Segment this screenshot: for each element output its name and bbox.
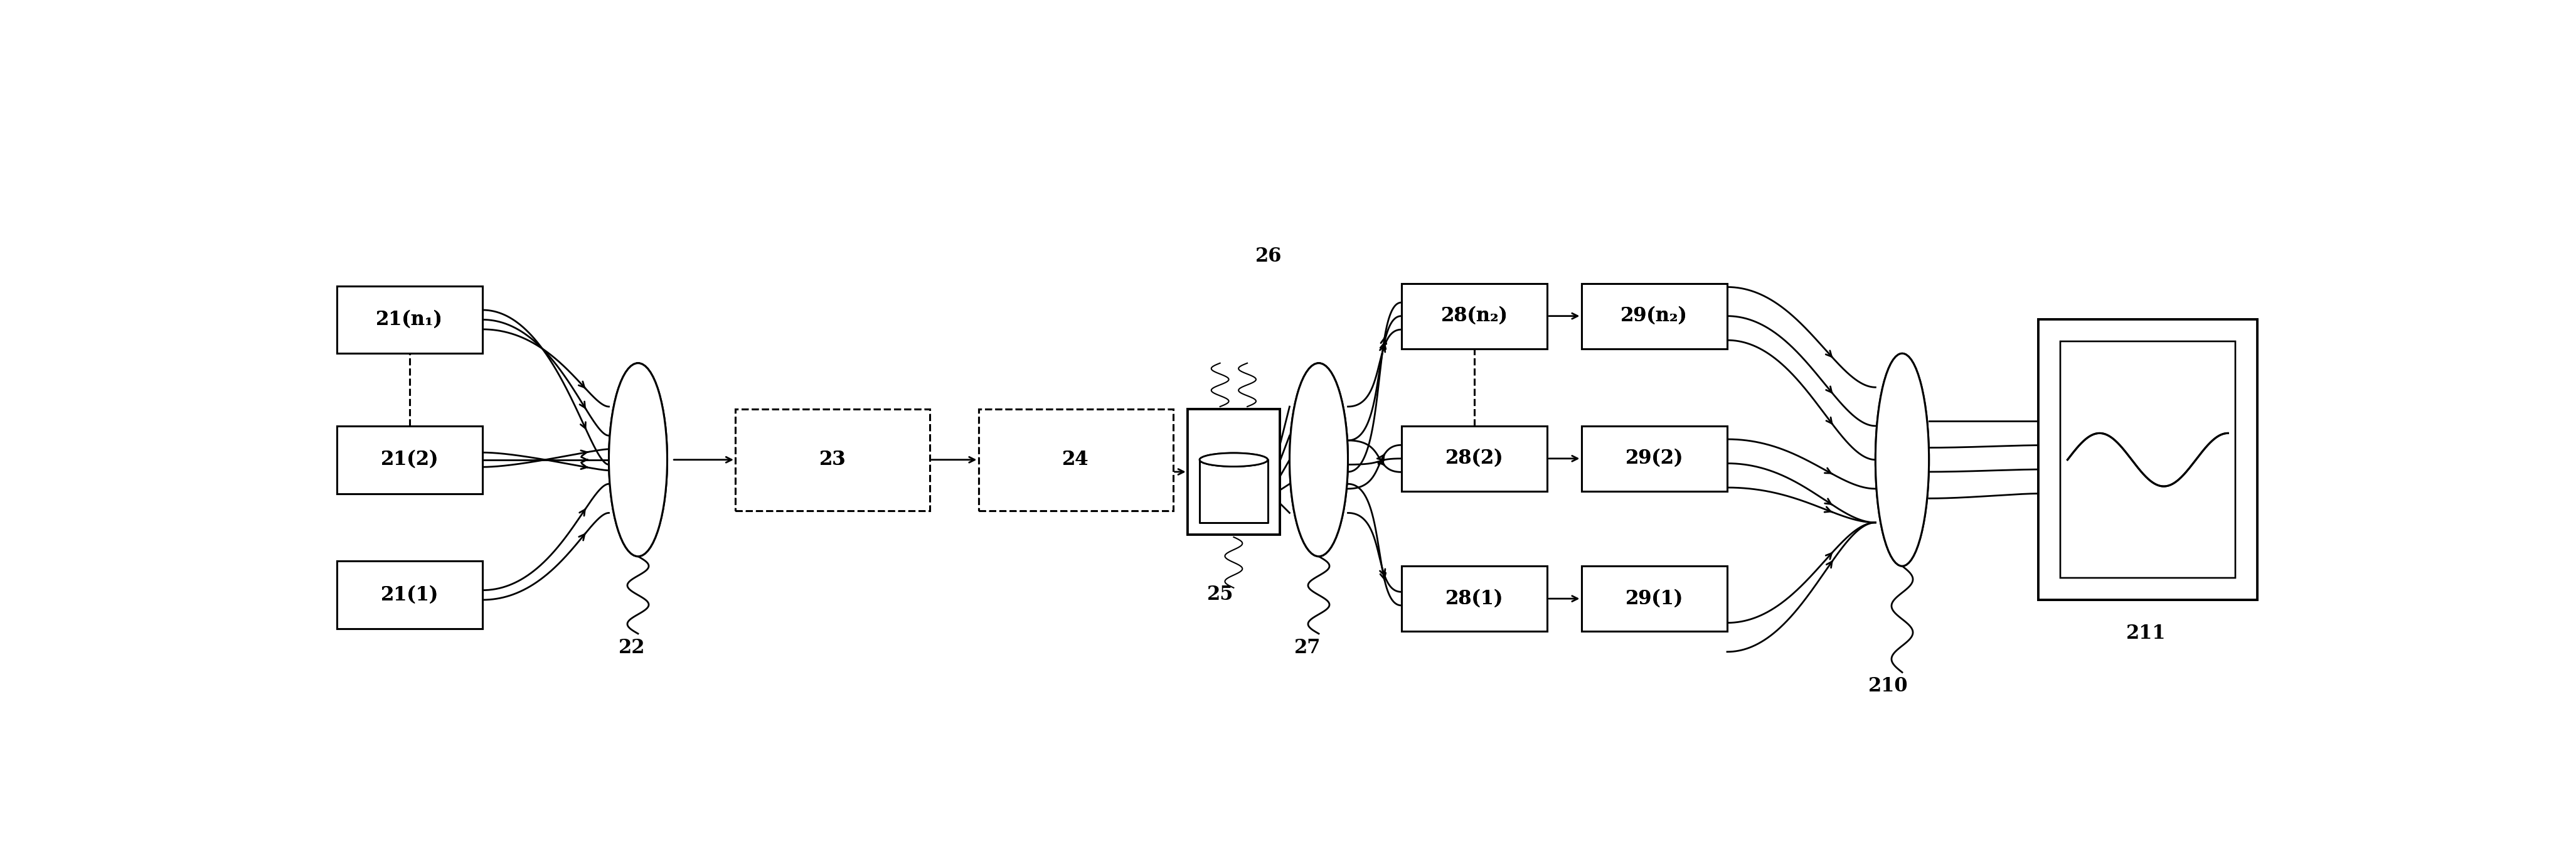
Text: 25: 25 <box>1208 585 1234 604</box>
Bar <box>1582 426 1726 491</box>
Text: 22: 22 <box>618 638 644 658</box>
Ellipse shape <box>1200 453 1267 467</box>
Bar <box>2038 320 2257 600</box>
Bar <box>1582 566 1726 632</box>
Bar <box>1188 409 1280 535</box>
Text: 211: 211 <box>2125 624 2166 643</box>
Bar <box>337 426 482 493</box>
Bar <box>337 286 482 353</box>
Text: 28(1): 28(1) <box>1445 589 1504 608</box>
Bar <box>1401 566 1548 632</box>
Text: 23: 23 <box>819 450 845 469</box>
Text: 28(n₂): 28(n₂) <box>1440 307 1507 326</box>
Text: 27: 27 <box>1293 638 1321 658</box>
Text: 29(n₂): 29(n₂) <box>1620 307 1687 326</box>
Text: 21(2): 21(2) <box>381 450 438 469</box>
Bar <box>1582 426 1726 491</box>
Text: 29(1): 29(1) <box>1625 589 1682 608</box>
Text: 21(2): 21(2) <box>381 450 438 469</box>
Text: 28(2): 28(2) <box>1445 448 1504 468</box>
Bar <box>734 409 930 511</box>
Bar <box>1401 283 1548 349</box>
Bar <box>979 409 1172 511</box>
Bar <box>1401 566 1548 632</box>
Bar <box>1582 283 1726 349</box>
Text: 28(n₂): 28(n₂) <box>1440 307 1507 326</box>
Text: 29(2): 29(2) <box>1625 448 1682 468</box>
Text: 21(n₁): 21(n₁) <box>376 310 443 329</box>
Text: 29(1): 29(1) <box>1625 589 1682 608</box>
Text: 29(n₂): 29(n₂) <box>1620 307 1687 326</box>
Bar <box>337 562 482 629</box>
Ellipse shape <box>608 363 667 556</box>
Bar <box>979 409 1172 511</box>
Text: 210: 210 <box>1868 677 1909 696</box>
Bar <box>2061 341 2236 578</box>
Text: 24: 24 <box>1061 450 1090 469</box>
Bar <box>337 286 482 353</box>
Bar <box>1582 566 1726 632</box>
Bar <box>337 562 482 629</box>
Bar <box>1401 426 1548 491</box>
Text: 29(2): 29(2) <box>1625 448 1682 468</box>
Ellipse shape <box>1291 363 1347 556</box>
Ellipse shape <box>1291 363 1347 556</box>
Text: 21(1): 21(1) <box>381 585 438 605</box>
Bar <box>1401 426 1548 491</box>
Bar <box>337 426 482 493</box>
Text: 21(n₁): 21(n₁) <box>376 310 443 329</box>
Bar <box>1188 409 1280 535</box>
Bar <box>2061 341 2236 578</box>
Ellipse shape <box>1200 453 1267 467</box>
Text: 26: 26 <box>1255 246 1283 266</box>
Bar <box>1582 283 1726 349</box>
Ellipse shape <box>608 363 667 556</box>
Text: 28(1): 28(1) <box>1445 589 1504 608</box>
Text: 28(2): 28(2) <box>1445 448 1504 468</box>
Text: 21(1): 21(1) <box>381 585 438 605</box>
Bar <box>734 409 930 511</box>
Ellipse shape <box>1875 353 1929 566</box>
Text: 24: 24 <box>1061 450 1090 469</box>
Text: 23: 23 <box>819 450 845 469</box>
Ellipse shape <box>1875 353 1929 566</box>
Bar <box>2038 320 2257 600</box>
Bar <box>1401 283 1548 349</box>
